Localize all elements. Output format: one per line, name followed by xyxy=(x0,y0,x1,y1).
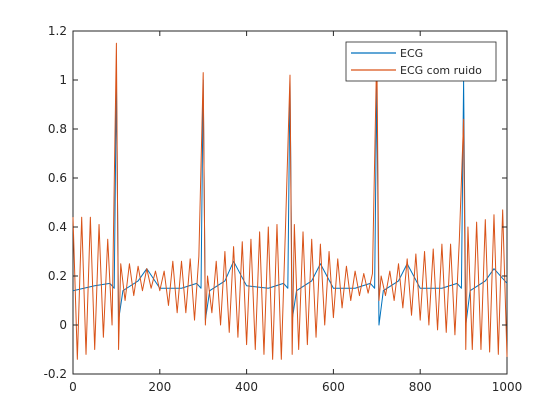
series-group xyxy=(72,42,508,360)
y-tick-label: 0.6 xyxy=(48,171,67,185)
x-tick-label: 400 xyxy=(235,380,258,394)
x-tick-label: 600 xyxy=(322,380,345,394)
legend: ECG ECG com ruido xyxy=(345,41,497,82)
x-tick-label: 0 xyxy=(69,380,77,394)
y-tick-label: 1 xyxy=(59,73,67,87)
legend-label-ecg: ECG xyxy=(400,47,423,60)
x-tick-label: 1000 xyxy=(492,380,523,394)
x-axis: 0 200 400 600 800 1000 xyxy=(69,31,522,394)
x-tick-label: 800 xyxy=(409,380,432,394)
y-axis: -0.2 0 0.2 0.4 0.6 0.8 1 1.2 xyxy=(44,24,507,381)
y-tick-label: 0.2 xyxy=(48,269,67,283)
y-tick-label: 0 xyxy=(59,318,67,332)
plot-area: 0 200 400 600 800 1000 -0.200.20.40.60.811.2 xyxy=(44,24,523,394)
legend-label-ecg-com-ruido: ECG com ruido xyxy=(400,64,482,77)
legend-box xyxy=(345,41,497,82)
y-tick-label: 0.8 xyxy=(48,122,67,136)
series-line-1 xyxy=(72,42,508,360)
y-tick-label: 1.2 xyxy=(48,24,67,38)
y-tick-label: -0.2 xyxy=(44,367,67,381)
y-tick-label: 0.4 xyxy=(48,220,67,234)
x-tick-label: 200 xyxy=(148,380,171,394)
